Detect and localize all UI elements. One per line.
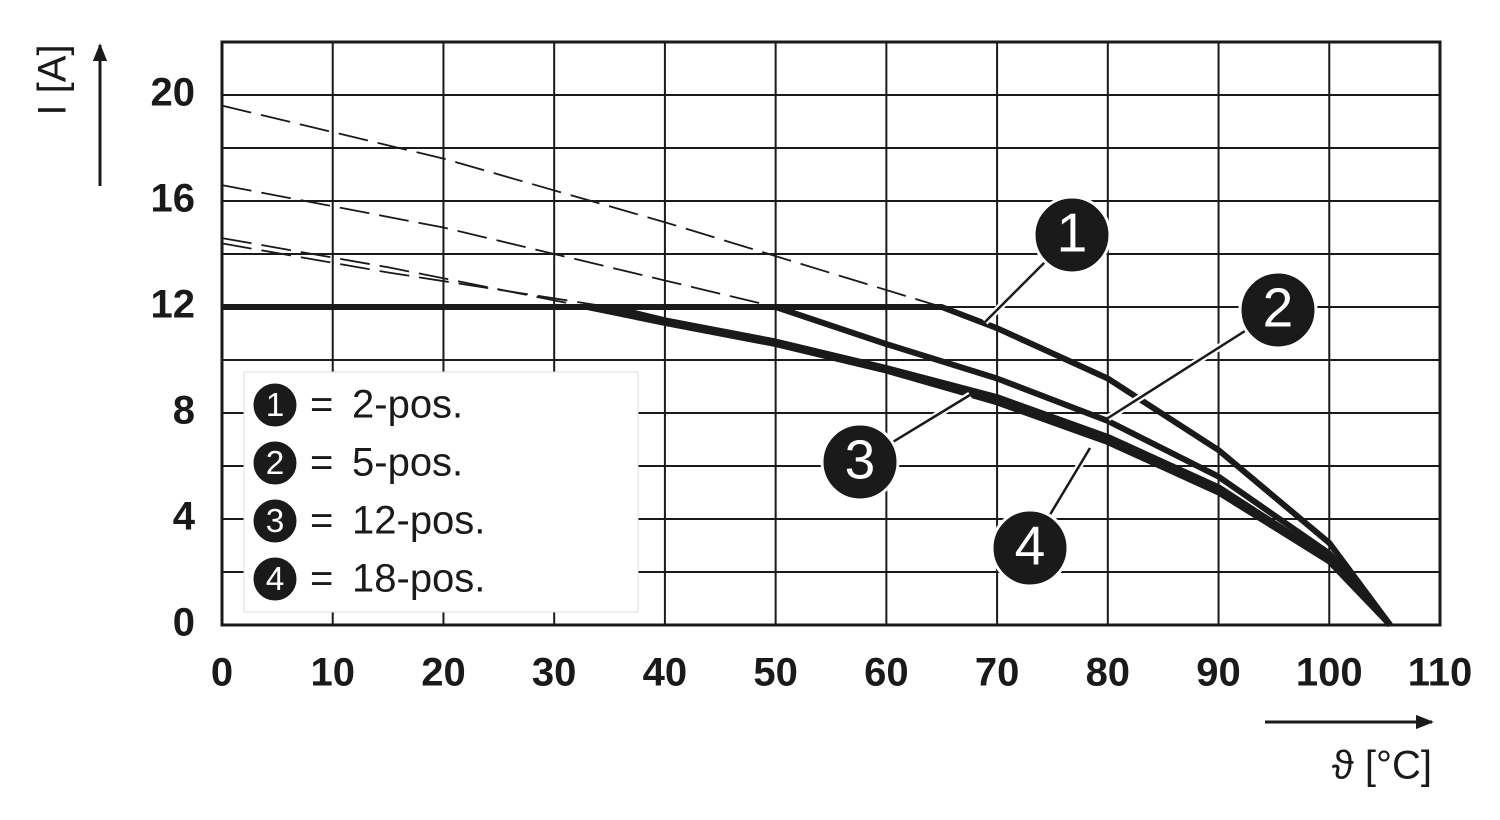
badge-label: 2 xyxy=(1263,277,1294,339)
badge-label: 1 xyxy=(266,387,285,424)
x-tick-label: 90 xyxy=(1196,651,1241,695)
badge xyxy=(1238,270,1318,350)
y-tick-label: 12 xyxy=(151,283,196,327)
line xyxy=(222,304,1393,627)
x-tick-label: 80 xyxy=(1086,651,1131,695)
y-tick-label: 0 xyxy=(173,601,195,645)
line xyxy=(222,304,1393,628)
x-tick-label: 30 xyxy=(532,651,577,695)
legend-label: 18-pos. xyxy=(352,557,485,601)
legend-separator: = xyxy=(310,557,333,601)
badge xyxy=(1032,195,1112,275)
badge xyxy=(250,554,300,604)
x-tick-label: 60 xyxy=(864,651,909,695)
badge xyxy=(250,496,300,546)
x-tick-label: 20 xyxy=(421,651,466,695)
legend-box xyxy=(243,371,639,613)
badge-label: 1 xyxy=(1057,202,1088,264)
y-tick-label: 20 xyxy=(151,71,196,115)
line xyxy=(222,304,1393,627)
y-tick-label: 8 xyxy=(173,389,195,433)
badge xyxy=(250,438,300,488)
badge xyxy=(990,508,1070,588)
legend-label: 12-pos. xyxy=(352,499,485,543)
x-tick-label: 10 xyxy=(310,651,355,695)
extrapolated-line xyxy=(221,184,776,308)
x-axis-label: ϑ [°C] xyxy=(1332,744,1432,788)
x-tick-label: 110 xyxy=(1408,651,1473,695)
x-tick-label: 0 xyxy=(211,651,233,695)
badge xyxy=(820,422,900,502)
plot-frame xyxy=(220,40,1442,627)
line xyxy=(222,304,1393,628)
extrapolated-line xyxy=(221,242,610,308)
y-tick-label: 4 xyxy=(173,495,196,539)
legend-separator: = xyxy=(310,383,333,427)
legend-label: 5-pos. xyxy=(352,441,463,485)
badge-label: 4 xyxy=(1015,515,1046,577)
badge xyxy=(250,380,300,430)
y-axis-label: I [A] xyxy=(31,44,75,115)
extrapolated-line xyxy=(221,104,942,308)
x-tick-label: 70 xyxy=(975,651,1020,695)
legend-separator: = xyxy=(310,499,333,543)
badge-label: 3 xyxy=(845,429,876,491)
extrapolated-line xyxy=(221,237,588,308)
legend-separator: = xyxy=(310,441,333,485)
legend-label: 2-pos. xyxy=(352,383,463,427)
y-tick-label: 16 xyxy=(151,177,196,221)
x-tick-label: 40 xyxy=(643,651,688,695)
x-tick-label: 100 xyxy=(1296,651,1363,695)
badge-label: 2 xyxy=(266,445,285,482)
x-tick-label: 50 xyxy=(753,651,798,695)
badge-label: 4 xyxy=(266,561,285,598)
badge-label: 3 xyxy=(266,503,285,540)
